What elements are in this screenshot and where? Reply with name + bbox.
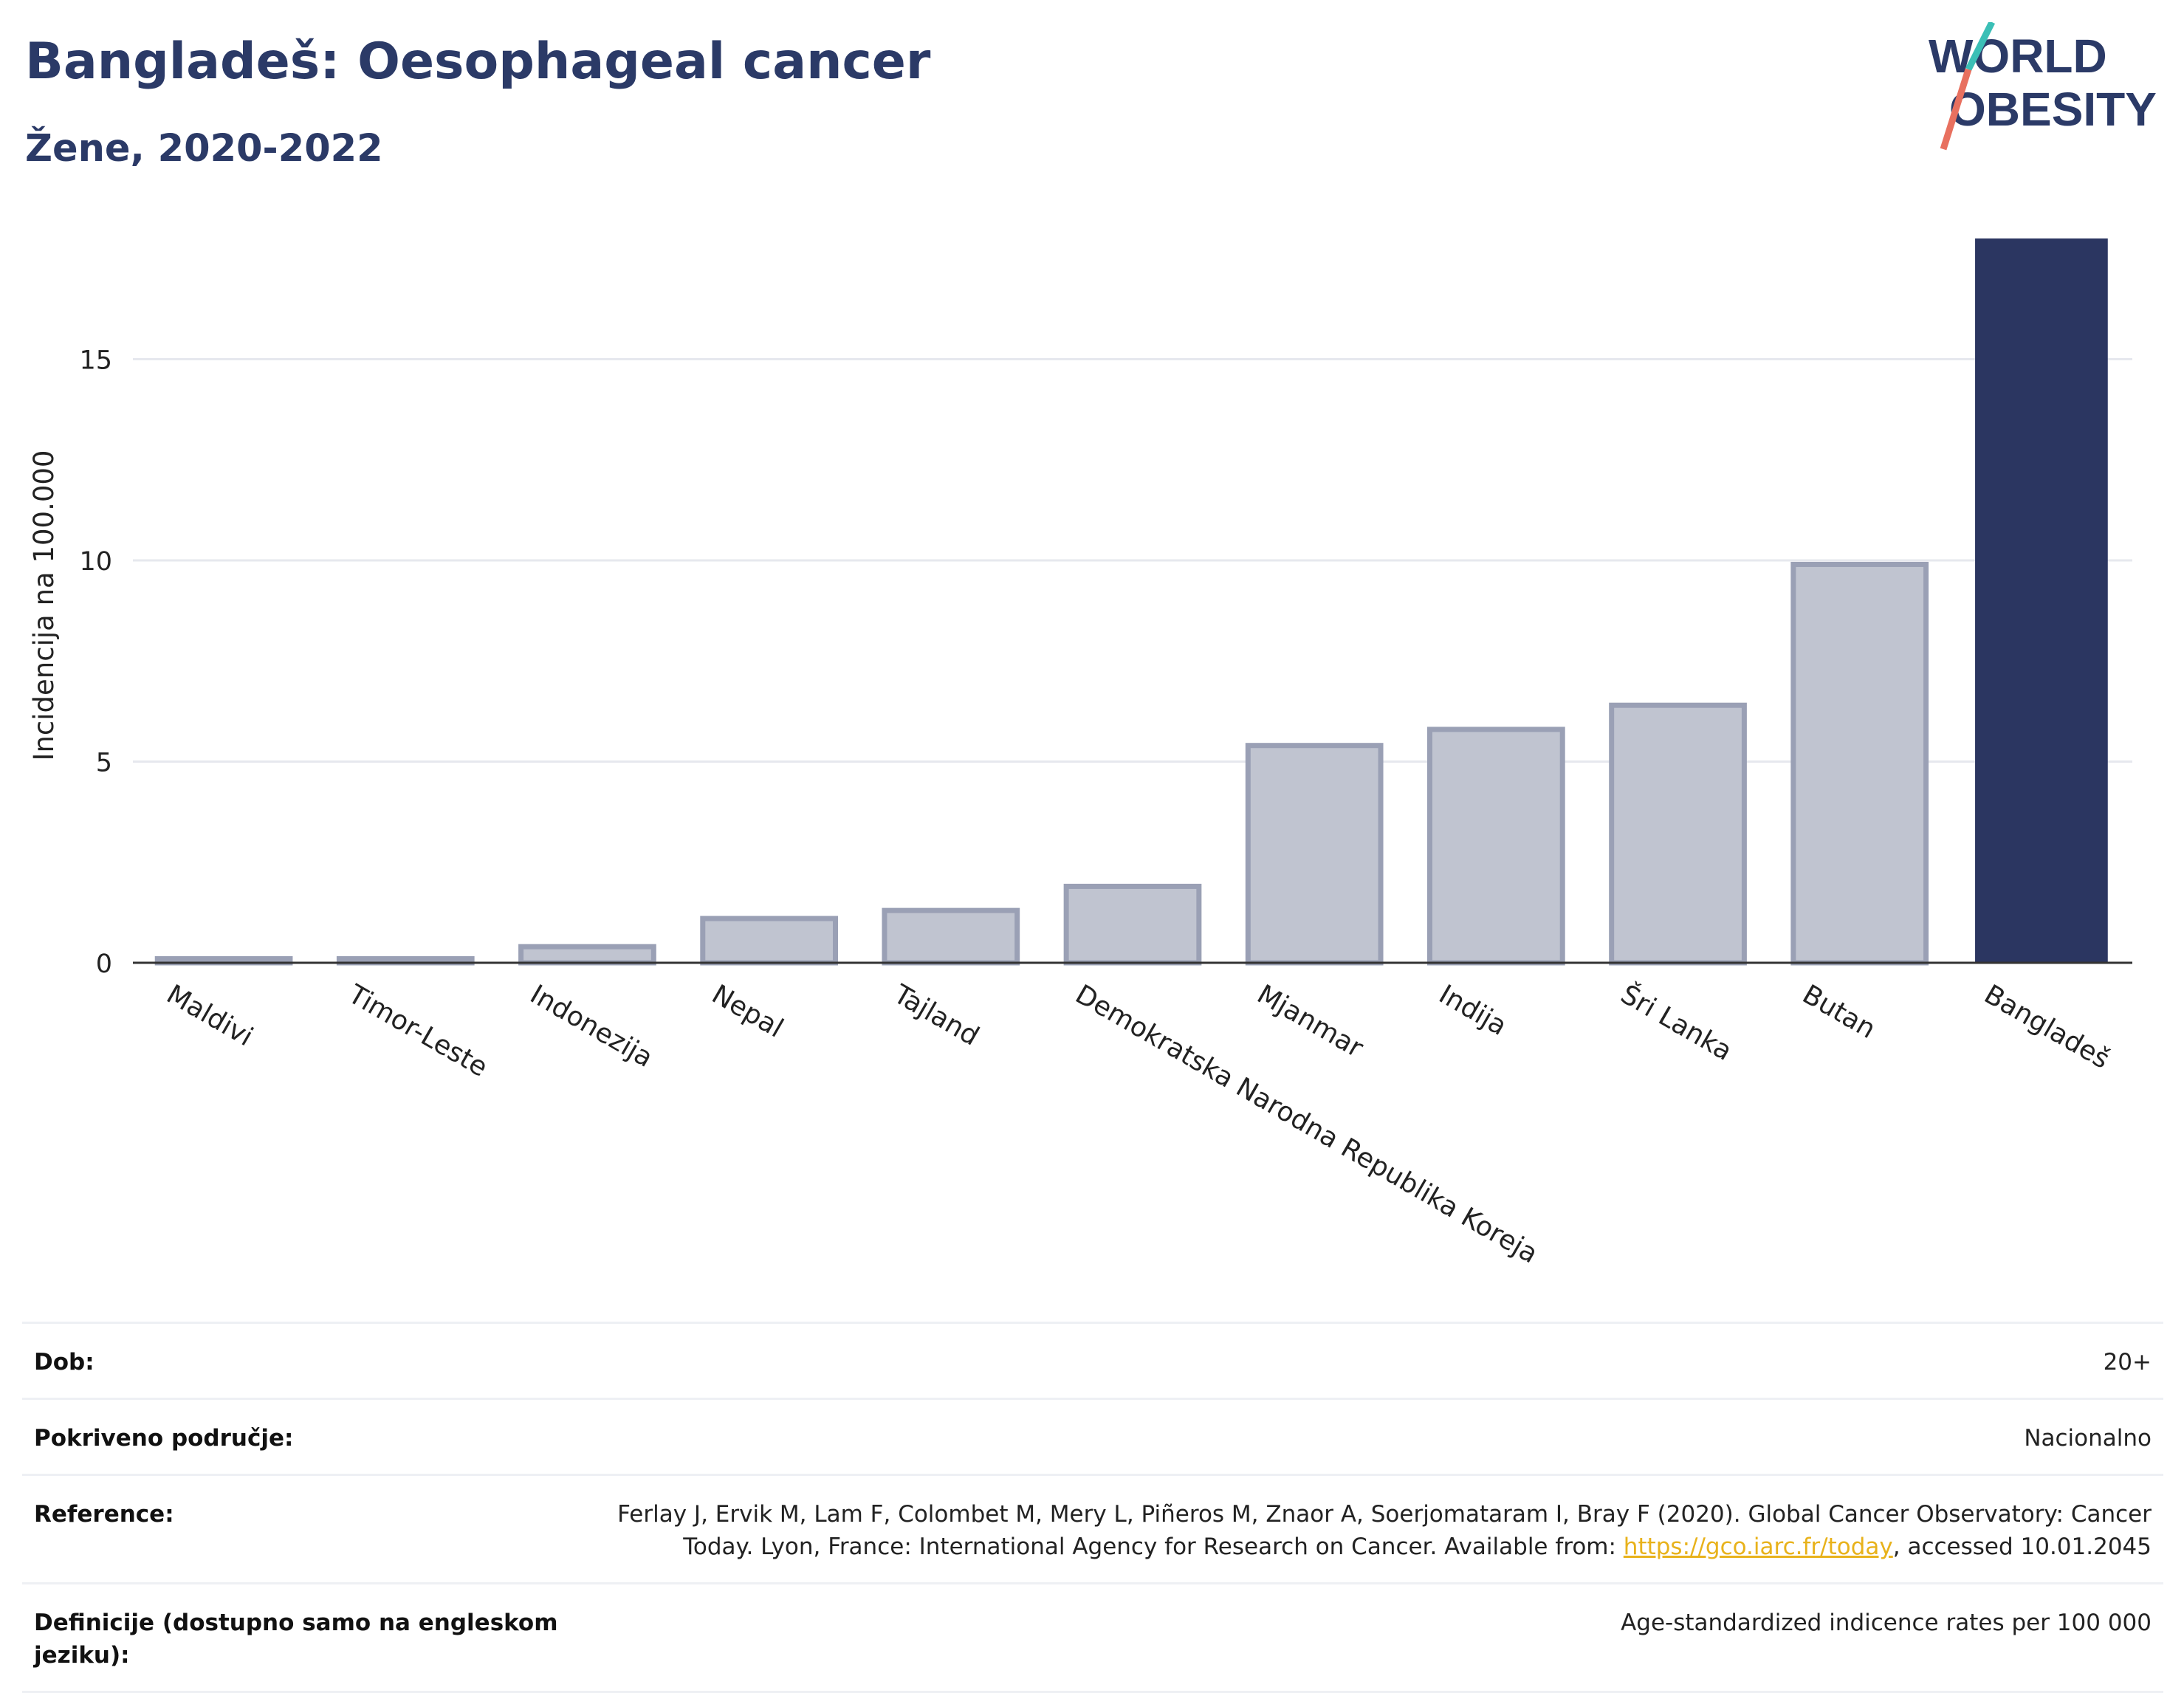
bar	[518, 944, 656, 966]
reference-value: Ferlay J, Ervik M, Lam F, Colombet M, Me…	[617, 1498, 2152, 1563]
bar	[1427, 727, 1565, 966]
coverage-value: Nacionalno	[2024, 1425, 2152, 1452]
x-tick-label: Maldivi	[162, 979, 258, 1052]
y-tick-label: 5	[96, 749, 112, 778]
bar-chart: 0 5 10 15 Maldivi Timor-Leste Indonezija Nepal…	[28, 238, 2132, 1269]
x-tick-label: Mjanmar	[1252, 979, 1368, 1064]
x-tick-label: Tajland	[887, 979, 983, 1052]
info-row-age: Dob: 20+	[22, 1322, 2163, 1398]
bar	[1790, 561, 1929, 966]
x-axis-ticks: Maldivi Timor-Leste Indonezija Nepal Tajland…	[162, 978, 2115, 1269]
reference-prefix: Today. Lyon, France: International Agenc…	[683, 1534, 1624, 1560]
page-subtitle: Žene, 2020-2022	[25, 127, 383, 171]
bar	[1609, 702, 1747, 966]
definition-label: Definicije (dostupno samo na engleskom j…	[34, 1610, 558, 1669]
coverage-label: Pokriveno područje:	[34, 1425, 294, 1452]
bar	[1245, 743, 1384, 966]
x-tick-label: Šri Lanka	[1615, 978, 1737, 1067]
y-tick-label: 10	[79, 547, 112, 577]
bar	[700, 916, 838, 966]
definition-value: Age-standardized indicence rates per 100…	[1621, 1610, 2152, 1636]
x-tick-label: Bangladeš	[1979, 979, 2115, 1075]
svg-text:WORLD: WORLD	[1929, 30, 2107, 83]
reference-suffix: , accessed 10.01.2045	[1892, 1534, 2152, 1560]
age-value: 20+	[2103, 1349, 2152, 1376]
bar	[882, 907, 1020, 966]
info-row-coverage: Pokriveno područje: Nacionalno	[22, 1398, 2163, 1474]
x-tick-label: Indija	[1434, 979, 1512, 1042]
bar	[1975, 238, 2108, 963]
page-title: Bangladeš: Oesophageal cancer	[25, 32, 931, 91]
y-axis-label: Incidencija na 100.000	[28, 450, 60, 761]
reference-link[interactable]: https://gco.iarc.fr/today	[1623, 1534, 1893, 1560]
info-row-definition: Definicije (dostupno samo na engleskom j…	[22, 1582, 2163, 1693]
x-tick-label: Butan	[1797, 979, 1881, 1045]
y-axis-ticks: 0 5 10 15	[79, 346, 112, 980]
y-tick-label: 0	[96, 949, 112, 979]
y-tick-label: 15	[79, 346, 112, 376]
reference-label: Reference:	[34, 1501, 174, 1528]
x-tick-label: Indonezija	[525, 979, 658, 1074]
age-label: Dob:	[34, 1349, 95, 1376]
info-table: Dob: 20+ Pokriveno područje: Nacionalno …	[22, 1322, 2163, 1693]
bars	[133, 238, 2132, 966]
x-tick-label: Nepal	[707, 979, 789, 1044]
x-tick-label: Timor-Leste	[343, 979, 492, 1083]
svg-text:OBESITY: OBESITY	[1949, 83, 2157, 136]
bar	[1063, 883, 1202, 966]
reference-line1: Ferlay J, Ervik M, Lam F, Colombet M, Me…	[617, 1501, 2152, 1528]
world-obesity-logo: WORLD OBESITY	[1929, 22, 2157, 151]
info-row-reference: Reference: Ferlay J, Ervik M, Lam F, Col…	[22, 1474, 2163, 1582]
